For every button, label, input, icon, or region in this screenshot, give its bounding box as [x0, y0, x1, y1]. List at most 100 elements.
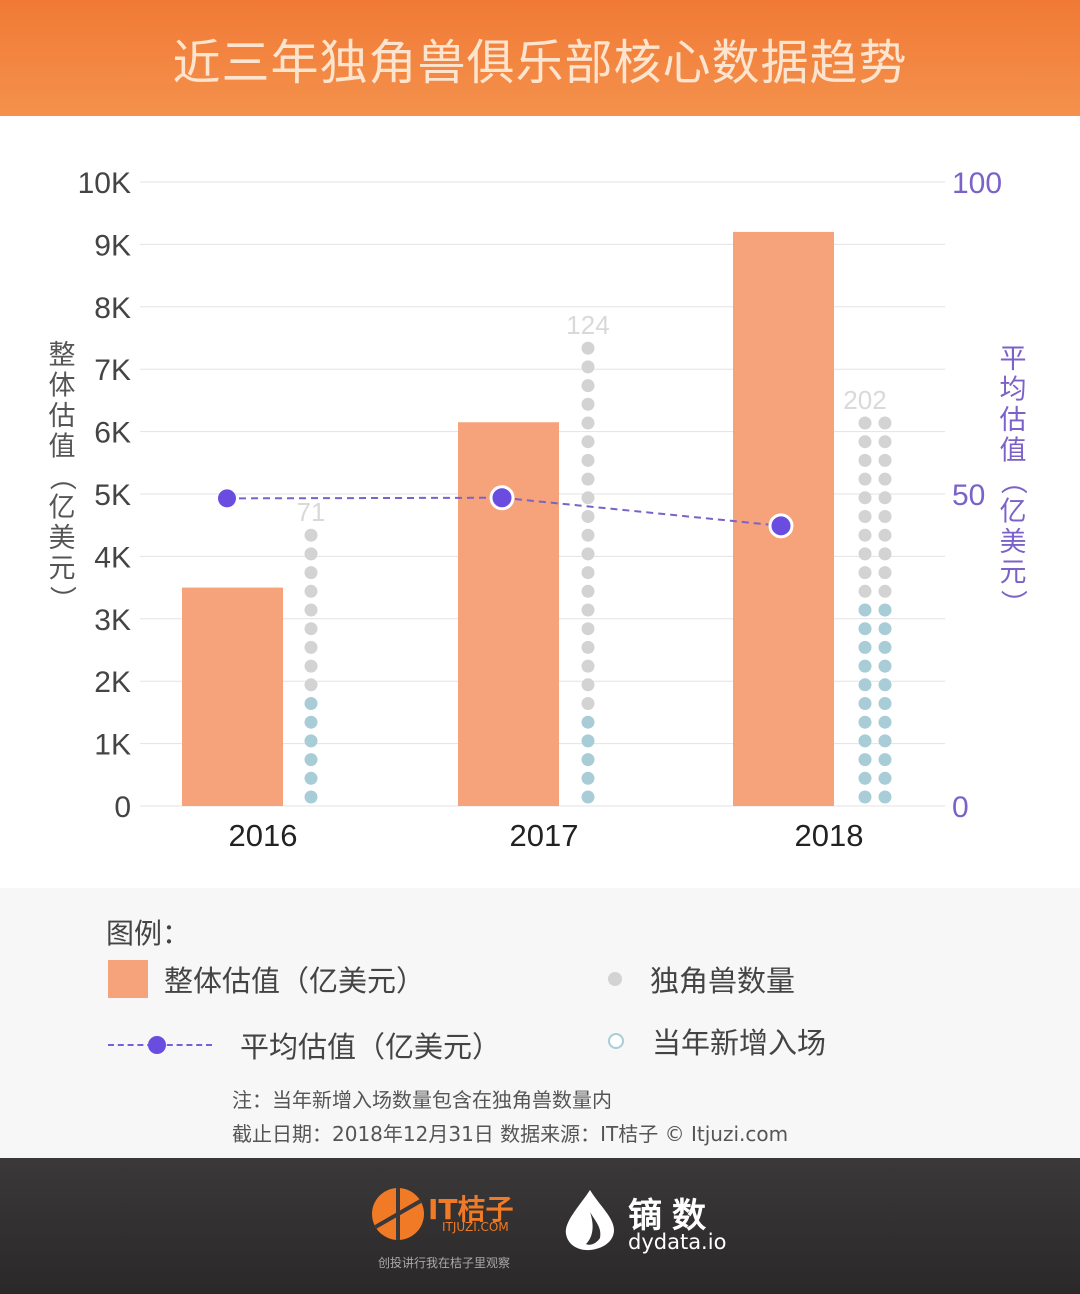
unicorn-dot [878, 453, 892, 467]
itjuzi-logo: IT桔子 ITJUZI.COM 创投讲行我在桔子里观察 [372, 1184, 522, 1274]
dydata-name: 镝数 [628, 1196, 716, 1236]
new-entrant-dot [858, 697, 872, 710]
legend-item-unicorn-count: 独角兽数量 [604, 958, 795, 1000]
unicorn-dot [858, 547, 872, 561]
unicorn-count-label-2017: 124 [566, 310, 609, 340]
unicorn-dot [878, 584, 892, 598]
axis-title-char: （ [997, 468, 1028, 495]
axis-title-char: ） [997, 590, 1028, 617]
unicorn-count-label-2016: 71 [297, 497, 326, 527]
average-valuation-point-2017 [489, 485, 515, 511]
left-axis-tick-label: 9K [94, 229, 131, 262]
new-entrant-dot [858, 659, 872, 673]
axis-title-char: 值 [1000, 436, 1027, 467]
unicorn-dot [878, 528, 892, 542]
axis-title-char: 美 [49, 523, 76, 554]
new-entrant-dot [858, 753, 872, 767]
bar-swatch-icon [108, 960, 148, 998]
new-entrant-dot [304, 715, 318, 729]
unicorn-dot [304, 566, 318, 580]
x-axis-label-2018: 2018 [795, 818, 864, 853]
unicorn-dot [878, 510, 892, 523]
dydata-url: dydata.io [628, 1230, 727, 1254]
new-entrant-dot [858, 715, 872, 729]
new-entrant-dot [878, 640, 892, 654]
dydata-logo: 镝数 dydata.io [560, 1188, 740, 1258]
unicorn-dot [304, 640, 318, 654]
new-entrant-dot [304, 790, 318, 804]
axis-title-char: 值 [49, 432, 76, 463]
new-entrant-dot [858, 622, 872, 636]
unicorn-dot [304, 547, 318, 561]
new-entrant-dot [581, 715, 595, 729]
unicorn-dot [581, 397, 595, 411]
new-entrant-dot [858, 771, 872, 785]
unicorn-dot [581, 547, 595, 561]
unicorn-dot [581, 697, 595, 710]
axis-title-char: 体 [49, 371, 76, 402]
unicorn-dot [581, 510, 595, 523]
source-note: 截止日期：2018年12月31日 数据来源：IT桔子 © Itjuzi.com [232, 1122, 789, 1146]
axis-title-char: 平 [1000, 344, 1027, 375]
new-entrant-dot [878, 753, 892, 767]
new-entrant-dot [858, 678, 872, 692]
dashed-line-swatch-icon [108, 1035, 212, 1055]
unicorn-dot [858, 491, 872, 505]
left-axis-tick-label: 5K [94, 479, 131, 512]
new-entrant-dot [581, 771, 595, 785]
unicorn-dot [858, 435, 872, 449]
legend-item-average-valuation: 平均估值（亿美元） [108, 1024, 501, 1066]
unicorn-dot [581, 341, 595, 355]
axis-title-char: 元 [1000, 558, 1027, 589]
title-banner: 近三年独角兽俱乐部核心数据趋势 [0, 0, 1080, 116]
unicorn-dot [304, 659, 318, 673]
new-entrant-dot [878, 659, 892, 673]
unicorn-dot [581, 416, 595, 430]
unicorn-dot [858, 416, 872, 430]
right-axis-title: 平均估值（亿美元） [997, 344, 1028, 617]
left-axis-tick-label: 10K [78, 167, 131, 200]
left-axis-tick-label: 1K [94, 729, 131, 762]
unicorn-dot [581, 360, 595, 374]
unicorn-dot [304, 622, 318, 636]
combo-chart: 01K2K3K4K5K6K7K8K9K10K050100整体估值（亿美元）平均估… [46, 167, 1028, 853]
unicorn-dot [581, 379, 595, 393]
right-axis-tick-label: 100 [952, 167, 1002, 200]
footnote: 注：当年新增入场数量包含在独角兽数量内 [232, 1088, 612, 1112]
left-axis-tick-label: 6K [94, 417, 131, 450]
axis-title-char: 元 [49, 554, 76, 585]
unicorn-dot [878, 435, 892, 449]
unicorn-dot [878, 416, 892, 430]
axis-title-char: 估 [1000, 405, 1027, 436]
unicorn-count-label-2018: 202 [843, 385, 886, 415]
unicorn-dot [304, 678, 318, 692]
axis-title-char: 亿 [1000, 497, 1027, 528]
unicorn-dot [581, 472, 595, 486]
unicorn-dot [581, 528, 595, 542]
new-entrant-dot [878, 790, 892, 804]
unicorn-dot [581, 603, 595, 617]
footer: IT桔子 ITJUZI.COM 创投讲行我在桔子里观察 镝数 dydata.io [0, 1158, 1080, 1294]
chart-area: 0 1K 2K 3K 4K 5K 6K 7K 8K 9K 10K 0 50 100 整体估值（亿美元）平均估… [0, 116, 1080, 888]
unicorn-dot [581, 566, 595, 580]
unicorn-dot [878, 566, 892, 580]
new-entrant-dot [581, 753, 595, 767]
axis-title-char: （ [46, 464, 77, 491]
itjuzi-name: IT桔子 [428, 1193, 514, 1226]
unicorn-dot [304, 603, 318, 617]
legend-item-new-entrants: 当年新增入场 [604, 1020, 826, 1062]
new-entrant-dot [581, 790, 595, 804]
legend-label-total-valuation: 整体估值（亿美元） [164, 964, 426, 998]
new-entrant-dot [878, 678, 892, 692]
unicorn-dot [878, 472, 892, 486]
unicorn-dot [304, 584, 318, 598]
left-axis-tick-label: 2K [94, 666, 131, 699]
legend-item-total-valuation: 整体估值（亿美元） [108, 958, 425, 1000]
new-entrant-dot [878, 771, 892, 785]
unicorn-dot [858, 584, 872, 598]
left-axis-tick-label: 0 [114, 791, 131, 824]
unicorn-dot [581, 584, 595, 598]
grey-dot-swatch-icon [608, 972, 622, 986]
bar-total-valuation-2016 [182, 587, 283, 806]
unicorn-dot [858, 528, 872, 542]
